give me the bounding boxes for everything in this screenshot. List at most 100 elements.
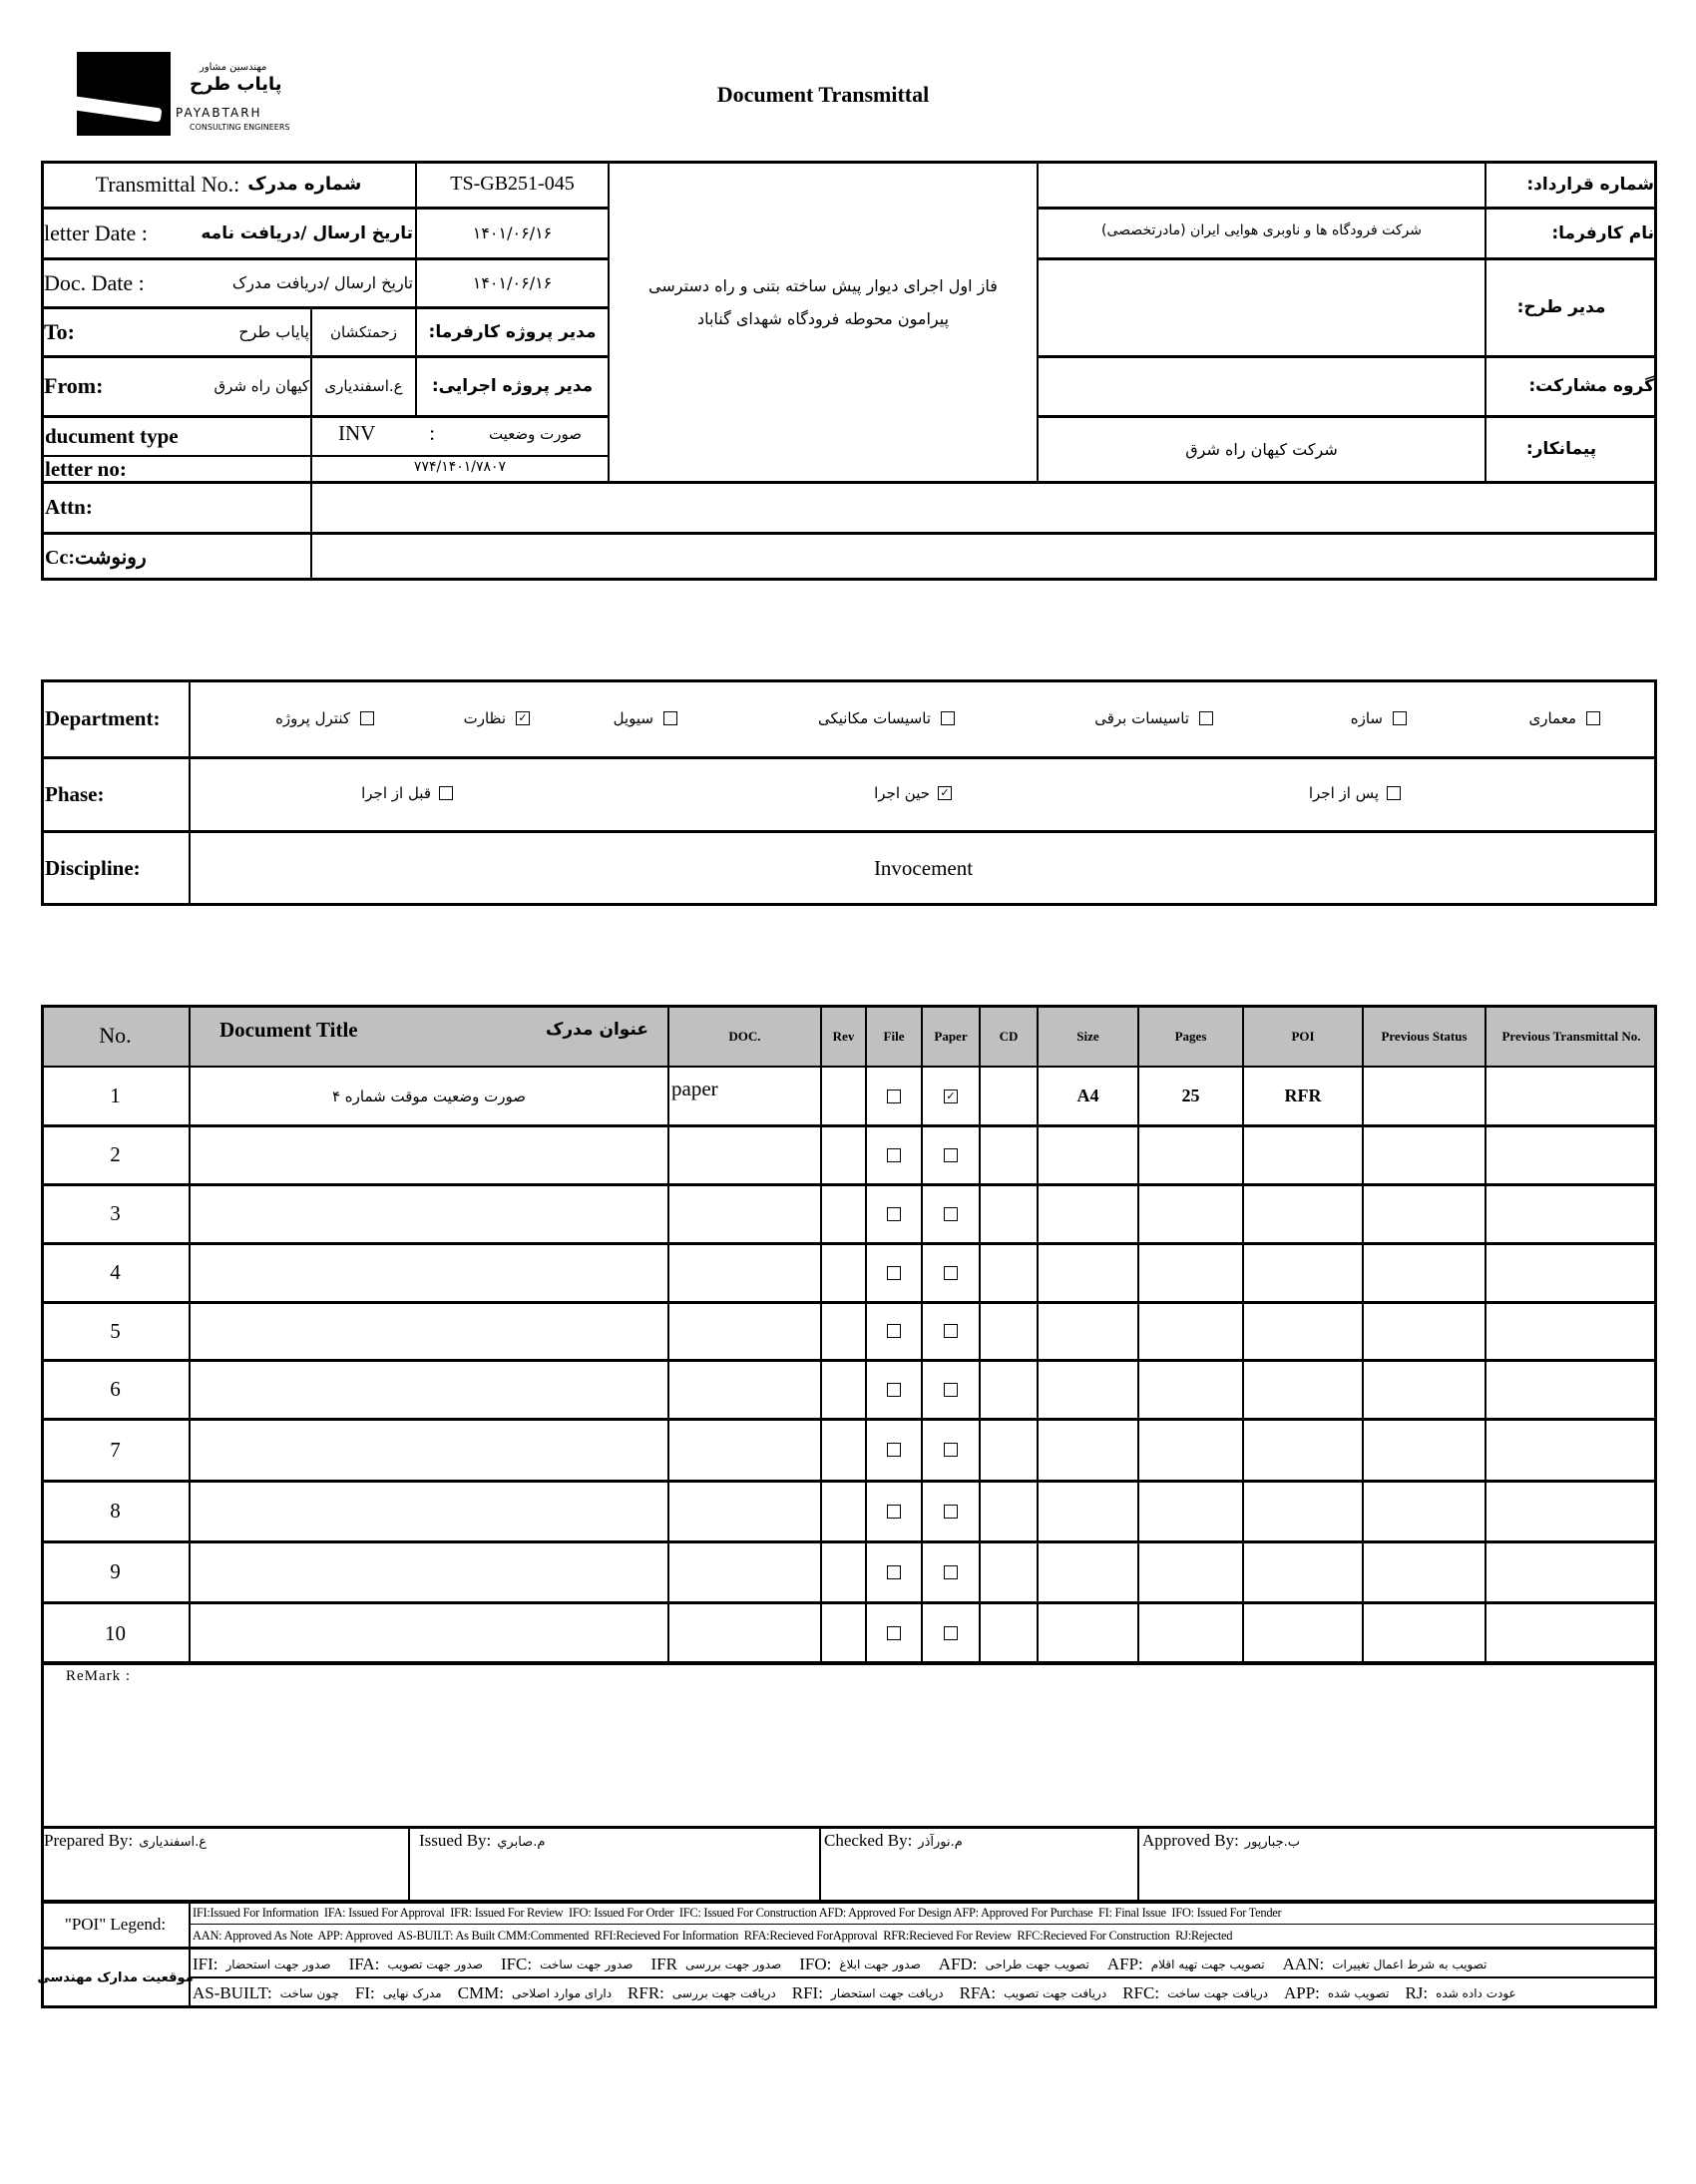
checkbox-icon[interactable] bbox=[944, 1626, 958, 1640]
phase-option[interactable]: قبل از اجرا bbox=[233, 781, 453, 805]
to-row: To: پایاب طرح bbox=[44, 318, 309, 344]
checkbox-icon[interactable] bbox=[941, 711, 955, 725]
department-option-label: تاسیسات مکانیکی bbox=[817, 709, 931, 727]
file-checkbox-cell bbox=[866, 1419, 922, 1481]
cell-size bbox=[1038, 1602, 1138, 1664]
cell-pages bbox=[1138, 1360, 1243, 1419]
checkbox-icon[interactable] bbox=[944, 1443, 958, 1457]
legend-entry: FI: مدرک نهایی bbox=[354, 1983, 442, 2002]
department-option[interactable]: سیویل bbox=[438, 706, 677, 730]
checkbox-icon[interactable] bbox=[887, 1626, 901, 1640]
cell-pages bbox=[1138, 1302, 1243, 1360]
project-title-line-1: فاز اول اجرای دیوار پیش ساخته بتنی و راه… bbox=[648, 276, 998, 295]
checkbox-icon[interactable] bbox=[1586, 711, 1600, 725]
letter-no-label: letter no: bbox=[45, 456, 127, 481]
cell-doc bbox=[668, 1243, 821, 1302]
department-option[interactable]: سازه bbox=[1167, 706, 1407, 730]
paper-checkbox-cell bbox=[922, 1243, 980, 1302]
cell-pages bbox=[1138, 1184, 1243, 1243]
cell-pages bbox=[1138, 1243, 1243, 1302]
paper-checkbox-cell bbox=[922, 1360, 980, 1419]
legend-box bbox=[41, 1901, 1657, 2008]
checkbox-icon[interactable] bbox=[887, 1206, 901, 1221]
cell-prev-transmittal bbox=[1485, 1419, 1657, 1481]
header-size: Size bbox=[1076, 1028, 1099, 1044]
cell-poi bbox=[1243, 1184, 1363, 1243]
checkbox-icon[interactable] bbox=[944, 1564, 958, 1579]
cell-prev-status bbox=[1363, 1243, 1485, 1302]
cell-no: 9 bbox=[110, 1559, 121, 1583]
checkbox-icon[interactable] bbox=[944, 1504, 958, 1519]
checkbox-icon[interactable] bbox=[887, 1089, 901, 1103]
cell-prev-status bbox=[1363, 1541, 1485, 1602]
department-option-label: تاسیسات برقی bbox=[1094, 709, 1189, 727]
checkbox-icon[interactable] bbox=[887, 1504, 901, 1519]
checkbox-icon[interactable] bbox=[944, 1324, 958, 1338]
phase-option[interactable]: پس از اجرا bbox=[1181, 781, 1401, 805]
checkbox-icon[interactable] bbox=[887, 1382, 901, 1397]
checkbox-icon[interactable] bbox=[944, 1382, 958, 1397]
cell-title: صورت وضعیت موقت شماره ۴ bbox=[331, 1087, 527, 1105]
legend-entry: RJ: عودت داده شده bbox=[1405, 1983, 1516, 2002]
department-option[interactable]: تاسیسات مکانیکی bbox=[715, 706, 955, 730]
cell-title bbox=[190, 1481, 668, 1541]
checkbox-icon[interactable] bbox=[1199, 711, 1213, 725]
phase-label: Phase: bbox=[45, 781, 105, 806]
remark-label: ReMark : bbox=[66, 1668, 132, 1684]
phase-option-label: حین اجرا bbox=[874, 784, 930, 802]
department-option[interactable]: تاسیسات برقی bbox=[974, 706, 1213, 730]
cell-doc bbox=[668, 1125, 821, 1184]
from-person: ع.اسفندیاری bbox=[324, 377, 403, 395]
cell-cd bbox=[980, 1243, 1038, 1302]
checkbox-checked-icon[interactable]: ✓ bbox=[944, 1089, 958, 1103]
cell-rev bbox=[821, 1541, 866, 1602]
cell-prev-status bbox=[1363, 1302, 1485, 1360]
to-role-label: مدیر پروژه کارفرما: bbox=[428, 321, 597, 342]
attn-field[interactable] bbox=[311, 482, 1657, 533]
to-person: زحمتکشان bbox=[330, 322, 397, 341]
checkbox-icon[interactable] bbox=[439, 786, 453, 800]
letter-date-label: letter Date : تاریخ ارسال /دریافت نامه bbox=[44, 219, 413, 245]
header-prev-status: Previous Status bbox=[1381, 1028, 1468, 1044]
cc-field[interactable] bbox=[311, 533, 1657, 581]
remark-field[interactable] bbox=[60, 1691, 1636, 1821]
checkbox-checked-icon[interactable]: ✓ bbox=[938, 786, 952, 800]
checkbox-icon[interactable] bbox=[944, 1265, 958, 1280]
checkbox-icon[interactable] bbox=[360, 711, 374, 725]
department-option[interactable]: معماری bbox=[1361, 706, 1600, 730]
legend-entry: CMM: دارای موارد اصلاحی bbox=[457, 1983, 613, 2002]
department-option[interactable]: کنترل پروژه bbox=[135, 706, 374, 730]
checkbox-icon[interactable] bbox=[887, 1324, 901, 1338]
contract-no-label: شماره قرارداد: bbox=[1526, 174, 1654, 195]
checkbox-icon[interactable] bbox=[887, 1147, 901, 1162]
checkbox-icon[interactable] bbox=[1387, 786, 1401, 800]
checkbox-icon[interactable] bbox=[1393, 711, 1407, 725]
checkbox-icon[interactable] bbox=[663, 711, 677, 725]
checkbox-icon[interactable] bbox=[887, 1265, 901, 1280]
paper-checkbox-cell bbox=[922, 1481, 980, 1541]
doc-date-label: Doc. Date : تاریخ ارسال /دریافت مدرک bbox=[44, 269, 413, 295]
cell-size bbox=[1038, 1419, 1138, 1481]
cell-pages bbox=[1138, 1481, 1243, 1541]
department-option[interactable]: نظارت ✓ bbox=[290, 706, 530, 730]
cell-size bbox=[1038, 1184, 1138, 1243]
legend-entry: AFD: تصویب جهت طراحی bbox=[938, 1955, 1089, 1973]
checkbox-icon[interactable] bbox=[887, 1443, 901, 1457]
engineering-docs-status-label: موقعیت مدارک مهندسی bbox=[37, 1970, 194, 1985]
cell-title bbox=[190, 1184, 668, 1243]
phase-option[interactable]: حین اجرا ✓ bbox=[732, 781, 952, 805]
cell-cd bbox=[980, 1302, 1038, 1360]
cell-size: A4 bbox=[1076, 1086, 1099, 1105]
checkbox-icon[interactable] bbox=[887, 1564, 901, 1579]
checkbox-icon[interactable] bbox=[944, 1147, 958, 1162]
info-table bbox=[41, 161, 1657, 581]
legend-line-3: IFI: صدور جهت استحضار IFA: صدور جهت تصویب IF… bbox=[193, 1952, 1487, 1977]
checkbox-icon[interactable] bbox=[944, 1206, 958, 1221]
contract-no-value bbox=[1038, 161, 1485, 208]
cell-cd bbox=[980, 1184, 1038, 1243]
phase-option-label: قبل از اجرا bbox=[361, 784, 431, 802]
checkbox-checked-icon[interactable]: ✓ bbox=[516, 711, 530, 725]
cell-prev-status bbox=[1363, 1184, 1485, 1243]
doc-type-label: ducument type bbox=[45, 423, 179, 448]
cell-cd bbox=[980, 1360, 1038, 1419]
